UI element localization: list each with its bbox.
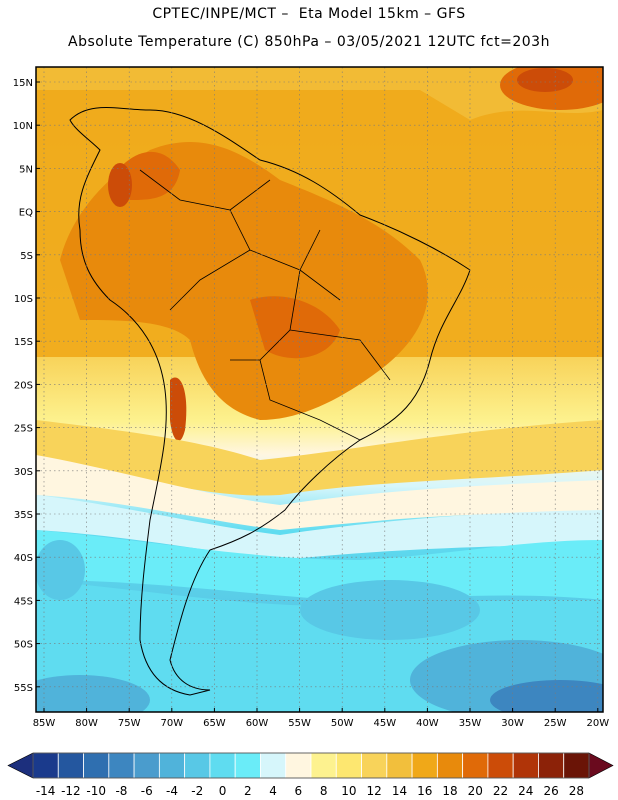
colorbar-label: 26 [543, 784, 558, 798]
latitude-label: 5S [20, 251, 33, 262]
colorbar-label: -12 [61, 784, 81, 798]
colorbar-swatch [487, 752, 514, 779]
latitude-label: 30S [14, 467, 33, 478]
colorbar-swatch [462, 752, 489, 779]
latitude-label: 10S [14, 294, 33, 305]
colorbar-label: 14 [392, 784, 407, 798]
latitude-labels: 15N 10N 5N EQ 5S 10S 15S 20S 25S 30S 35S 40S 45S 50S 5… [13, 78, 40, 694]
longitude-label: 70W [160, 718, 183, 729]
colorbar-swatch [133, 752, 160, 779]
longitude-label: 55W [288, 718, 311, 729]
longitude-label: 20W [586, 718, 609, 729]
colorbar-label: -14 [36, 784, 56, 798]
map-frame [35, 66, 604, 713]
colorbar-swatch [158, 752, 186, 779]
colorbar-swatch [335, 752, 362, 779]
latitude-label: 10N [13, 121, 33, 132]
longitude-label: 45W [373, 718, 396, 729]
colorbar-label: -10 [86, 784, 106, 798]
colorbar-swatch [538, 752, 565, 779]
longitude-label: 30W [501, 718, 524, 729]
longitude-label: 25W [544, 718, 567, 729]
colorbar-label: 2 [244, 784, 252, 798]
colorbar-swatch [209, 752, 236, 779]
longitude-label: 65W [203, 718, 226, 729]
colorbar-label: 24 [518, 784, 533, 798]
colorbar-swatch [57, 752, 84, 779]
colorbar-label: 4 [269, 784, 277, 798]
colorbar-swatch [411, 752, 438, 779]
latitude-label: 5N [19, 164, 33, 175]
longitude-label: 60W [246, 718, 269, 729]
temperature-colorbar: -14 -12 -10 -8 -6 -4 -2 0 2 4 6 8 10 12 14 16 18 20 22 24 26… [7, 752, 614, 798]
colorbar-label: -8 [115, 784, 127, 798]
latitude-label: 15N [13, 78, 33, 89]
colorbar-label: 18 [442, 784, 457, 798]
colorbar-label: 6 [295, 784, 303, 798]
longitude-label: 80W [75, 718, 98, 729]
colorbar-swatch [108, 752, 135, 779]
latitude-label: 15S [14, 337, 33, 348]
longitude-label: 85W [33, 718, 56, 729]
longitude-label: 50W [331, 718, 354, 729]
latitude-label: 40S [14, 553, 33, 564]
colorbar-swatch [260, 752, 287, 779]
colorbar-swatch [83, 752, 110, 779]
colorbar-swatch [386, 752, 413, 779]
colorbar-swatch [361, 752, 388, 779]
colorbar-swatch [310, 752, 337, 779]
map-gridlines [36, 67, 603, 712]
latitude-label: 35S [14, 510, 33, 521]
map-title-line-2: Absolute Temperature (C) 850hPa – 03/05/… [68, 34, 550, 50]
colorbar-label: 28 [569, 784, 584, 798]
colorbar-label: 16 [417, 784, 432, 798]
latitude-label: EQ [19, 208, 33, 219]
colorbar-label: 20 [468, 784, 483, 798]
colorbar-label: 22 [493, 784, 508, 798]
colorbar-swatch [32, 752, 59, 779]
latitude-label: 45S [14, 596, 33, 607]
colorbar-swatch [512, 752, 539, 779]
colorbar-label: 10 [341, 784, 356, 798]
colorbar-label: 8 [320, 784, 328, 798]
colorbar-frame [32, 752, 590, 779]
longitude-label: 75W [118, 718, 141, 729]
colorbar-swatch [234, 752, 261, 779]
longitude-label: 40W [416, 718, 439, 729]
colorbar-swatch [436, 752, 464, 779]
colorbar-swatch [285, 752, 312, 779]
colorbar-high-arrow [588, 752, 614, 779]
latitude-label: 20S [14, 380, 33, 391]
colorbar-label: -4 [166, 784, 178, 798]
colorbar-swatch [563, 752, 590, 779]
temperature-field [36, 67, 603, 712]
latitude-label: 25S [14, 424, 33, 435]
latitude-label: 50S [14, 640, 33, 651]
map-title-line-1: CPTEC/INPE/MCT – Eta Model 15km – GFS [152, 6, 466, 22]
longitude-label: 35W [459, 718, 482, 729]
longitude-labels: 85W 80W 75W 70W 65W 60W 55W 50W 45W 40W 35W 30W 25W 2… [33, 708, 609, 729]
latitude-label: 55S [14, 683, 33, 694]
colorbar-label: 0 [219, 784, 227, 798]
colorbar-low-arrow [7, 752, 34, 779]
colorbar-label: 12 [367, 784, 382, 798]
colorbar-label: -2 [191, 784, 203, 798]
colorbar-swatch [184, 752, 211, 779]
colorbar-label: -6 [141, 784, 153, 798]
